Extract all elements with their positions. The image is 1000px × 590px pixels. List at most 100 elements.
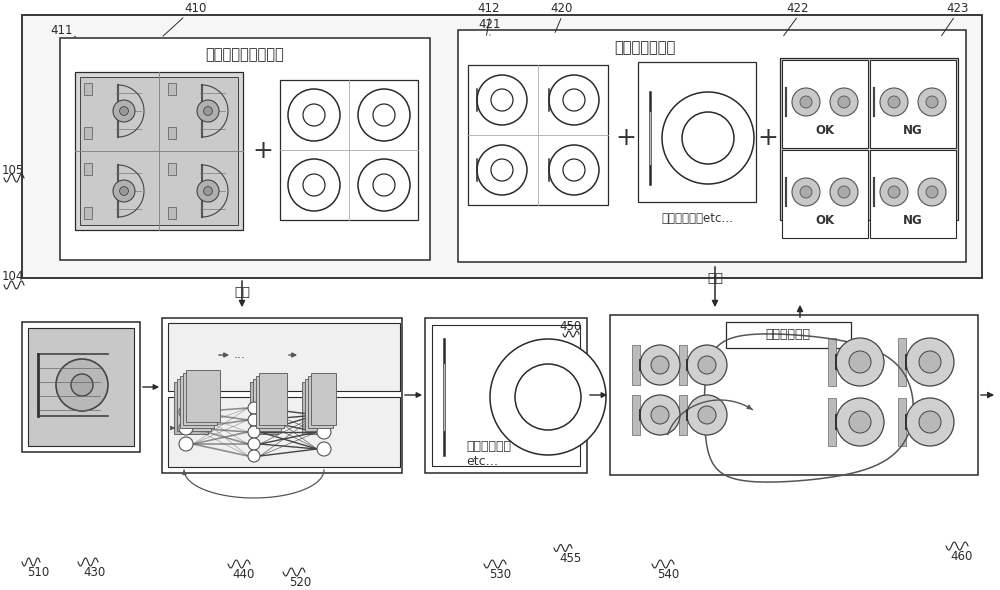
- Circle shape: [491, 89, 513, 111]
- Circle shape: [830, 88, 858, 116]
- Bar: [174, 382, 208, 434]
- Circle shape: [880, 88, 908, 116]
- Circle shape: [248, 414, 260, 426]
- Circle shape: [849, 411, 871, 433]
- Text: +: +: [253, 139, 273, 163]
- Circle shape: [918, 178, 946, 206]
- Text: 455: 455: [559, 552, 581, 565]
- Circle shape: [204, 186, 212, 195]
- Circle shape: [358, 89, 410, 141]
- Circle shape: [248, 438, 260, 450]
- Circle shape: [491, 159, 513, 181]
- Circle shape: [919, 411, 941, 433]
- Text: 430: 430: [84, 565, 106, 579]
- Circle shape: [358, 159, 410, 211]
- Circle shape: [120, 186, 128, 195]
- Circle shape: [836, 338, 884, 386]
- Text: 422: 422: [787, 2, 809, 15]
- Bar: [183, 373, 217, 425]
- Circle shape: [197, 100, 219, 122]
- Circle shape: [838, 186, 850, 198]
- Bar: [168, 397, 400, 467]
- Circle shape: [836, 398, 884, 446]
- Bar: [679, 395, 687, 435]
- Circle shape: [698, 356, 716, 374]
- Circle shape: [651, 356, 669, 374]
- Circle shape: [549, 75, 599, 125]
- Text: 420: 420: [551, 2, 573, 15]
- Text: 面积、角度、
etc…: 面积、角度、 etc…: [466, 440, 511, 468]
- Bar: [828, 398, 836, 446]
- Bar: [186, 370, 220, 422]
- Bar: [632, 345, 640, 385]
- Circle shape: [888, 96, 900, 108]
- Text: 410: 410: [185, 2, 207, 15]
- Text: 105: 105: [2, 163, 24, 176]
- Bar: [180, 376, 214, 428]
- Text: ...: ...: [234, 349, 246, 362]
- Circle shape: [288, 159, 340, 211]
- Circle shape: [918, 88, 946, 116]
- Circle shape: [113, 100, 135, 122]
- Circle shape: [906, 338, 954, 386]
- Text: OK: OK: [815, 214, 835, 227]
- Circle shape: [317, 425, 331, 439]
- Bar: [308, 376, 333, 428]
- Circle shape: [179, 405, 193, 419]
- Circle shape: [687, 395, 727, 435]
- Text: 423: 423: [947, 2, 969, 15]
- Circle shape: [248, 402, 260, 414]
- Text: 正常判定范围: 正常判定范围: [766, 329, 810, 342]
- Text: 面积、角度、etc…: 面积、角度、etc…: [661, 211, 733, 225]
- Circle shape: [888, 186, 900, 198]
- Bar: [22, 322, 140, 452]
- Circle shape: [830, 178, 858, 206]
- Circle shape: [373, 174, 395, 196]
- Circle shape: [477, 75, 527, 125]
- Bar: [280, 80, 418, 220]
- Bar: [311, 373, 336, 425]
- Circle shape: [303, 174, 325, 196]
- Circle shape: [919, 351, 941, 373]
- Bar: [256, 376, 284, 428]
- Bar: [679, 345, 687, 385]
- Bar: [168, 127, 176, 139]
- Bar: [84, 163, 92, 175]
- Bar: [726, 322, 851, 348]
- Bar: [782, 150, 868, 238]
- Text: 440: 440: [233, 568, 255, 581]
- Circle shape: [880, 178, 908, 206]
- Text: 判定的训练数据: 判定的训练数据: [614, 41, 676, 55]
- Bar: [28, 328, 134, 446]
- Circle shape: [682, 112, 734, 164]
- Bar: [870, 60, 956, 148]
- Circle shape: [204, 107, 212, 116]
- Circle shape: [120, 107, 128, 116]
- Circle shape: [651, 406, 669, 424]
- Bar: [632, 395, 640, 435]
- Text: OK: OK: [815, 123, 835, 136]
- Bar: [84, 127, 92, 139]
- Circle shape: [792, 178, 820, 206]
- Text: +: +: [616, 126, 636, 150]
- Bar: [638, 62, 756, 202]
- Bar: [898, 398, 906, 446]
- Circle shape: [849, 351, 871, 373]
- Circle shape: [792, 88, 820, 116]
- Bar: [425, 318, 587, 473]
- Circle shape: [179, 437, 193, 451]
- Text: 421: 421: [479, 18, 501, 31]
- Text: 460: 460: [951, 549, 973, 562]
- Circle shape: [248, 426, 260, 438]
- Circle shape: [303, 104, 325, 126]
- Circle shape: [56, 359, 108, 411]
- Bar: [253, 379, 281, 431]
- Text: 450: 450: [560, 320, 582, 333]
- Bar: [60, 38, 430, 260]
- Bar: [168, 323, 400, 391]
- Circle shape: [477, 145, 527, 195]
- Circle shape: [838, 96, 850, 108]
- Bar: [84, 83, 92, 95]
- Bar: [162, 318, 402, 473]
- Text: 区域检测的训练数据: 区域检测的训练数据: [206, 48, 284, 63]
